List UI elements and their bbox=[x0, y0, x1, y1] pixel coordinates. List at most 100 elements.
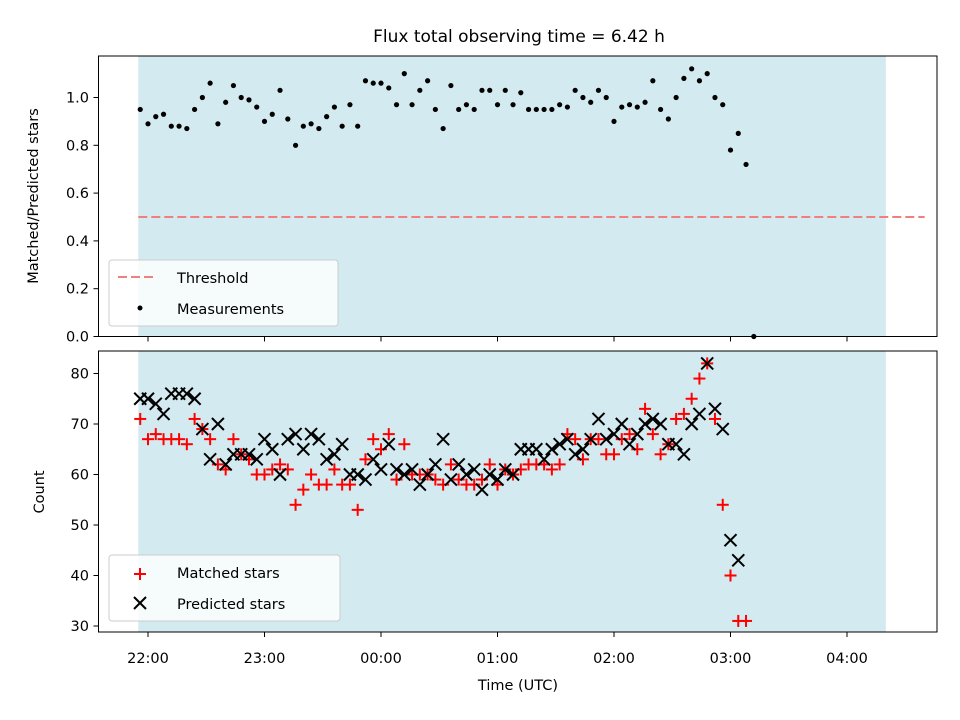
measurement-point bbox=[735, 130, 741, 136]
predicted-star-point bbox=[250, 452, 264, 467]
x-tick-label: 23:00 bbox=[244, 651, 286, 667]
measurement-point bbox=[448, 82, 454, 89]
measurement-point bbox=[192, 106, 198, 113]
measurement-points bbox=[137, 66, 757, 340]
bottom-x-axis: 22:00 23:00 00:00 01:00 02:00 03:00 04:00 bbox=[127, 632, 868, 667]
measurement-point bbox=[533, 106, 539, 113]
matched-star-point bbox=[608, 448, 620, 461]
predicted-star-point bbox=[428, 457, 443, 472]
measurement-point bbox=[681, 75, 687, 81]
legend-threshold-label: Threshold bbox=[176, 271, 248, 287]
y-tick-label: 50 bbox=[71, 518, 89, 534]
count-points bbox=[133, 356, 753, 627]
measurement-point bbox=[215, 121, 221, 127]
measurement-point bbox=[588, 99, 594, 105]
matched-star-point bbox=[351, 503, 364, 516]
matched-star-point bbox=[670, 412, 683, 425]
predicted-star-point bbox=[374, 462, 388, 477]
measurement-point bbox=[463, 102, 470, 108]
measurement-point bbox=[704, 71, 710, 77]
matched-star-point bbox=[693, 372, 706, 385]
matched-star-point bbox=[173, 433, 186, 446]
predicted-star-point bbox=[615, 417, 629, 431]
predicted-star-point bbox=[560, 432, 575, 446]
matched-star-point bbox=[328, 463, 341, 476]
predicted-star-point bbox=[420, 467, 435, 482]
predicted-star-point bbox=[459, 467, 474, 482]
measurement-point bbox=[743, 161, 749, 168]
matched-star-point bbox=[623, 428, 636, 441]
measurement-point bbox=[277, 87, 283, 93]
predicted-star-point bbox=[281, 432, 295, 446]
y-tick-label: 0.4 bbox=[66, 234, 89, 250]
predicted-star-point bbox=[296, 442, 311, 456]
predicted-star-point bbox=[692, 407, 707, 421]
predicted-star-point bbox=[211, 417, 225, 431]
predicted-star-point bbox=[700, 356, 714, 371]
matched-star-point bbox=[359, 453, 372, 466]
x-axis-label: Time (UTC) bbox=[477, 678, 558, 694]
measurement-point bbox=[300, 123, 306, 129]
measurement-point bbox=[153, 114, 159, 120]
measurement-point bbox=[510, 102, 516, 108]
measurement-point bbox=[339, 123, 345, 129]
x-tick-label: 03:00 bbox=[710, 651, 752, 667]
predicted-star-point bbox=[257, 432, 272, 446]
measurement-point bbox=[355, 123, 361, 129]
predicted-star-point bbox=[475, 482, 489, 497]
predicted-star-point bbox=[397, 467, 412, 482]
y-tick-label: 0.2 bbox=[66, 282, 89, 298]
measurement-point bbox=[331, 104, 337, 110]
measurement-point bbox=[689, 66, 695, 72]
measurement-point bbox=[603, 94, 609, 101]
measurement-point bbox=[378, 80, 384, 86]
legend-measurements-label: Measurements bbox=[177, 302, 284, 318]
legend-matched-label: Matched stars bbox=[177, 566, 280, 582]
measurement-point bbox=[471, 106, 477, 113]
measurement-point bbox=[619, 104, 625, 110]
bottom-plot-frame bbox=[98, 350, 938, 633]
predicted-star-point bbox=[591, 412, 606, 426]
measurement-point bbox=[712, 94, 718, 101]
measurement-point bbox=[557, 102, 563, 108]
measurement-point bbox=[665, 116, 671, 122]
measurement-point bbox=[595, 87, 602, 93]
y-tick-label: 40 bbox=[71, 569, 89, 585]
measurement-point bbox=[401, 71, 407, 77]
predicted-star-point bbox=[646, 412, 660, 426]
predicted-star-point bbox=[358, 472, 373, 487]
measurement-point bbox=[347, 102, 353, 108]
predicted-star-point bbox=[312, 432, 326, 446]
measurement-point bbox=[199, 94, 205, 101]
measurement-point bbox=[642, 99, 648, 105]
legend-measurements-swatch bbox=[137, 305, 143, 311]
bottom-legend: Matched stars Predicted stars bbox=[108, 554, 341, 622]
predicted-star-point bbox=[669, 437, 683, 451]
bottom-y-axis-label: Count bbox=[32, 470, 48, 513]
matched-star-point bbox=[188, 412, 201, 425]
x-tick-label: 04:00 bbox=[826, 651, 868, 667]
matched-star-point bbox=[382, 428, 395, 441]
predicted-star-point bbox=[382, 437, 396, 451]
predicted-star-point bbox=[444, 472, 458, 487]
measurement-point bbox=[308, 121, 314, 127]
measurement-point bbox=[261, 118, 268, 124]
top-legend-box bbox=[108, 259, 339, 327]
top-x-axis bbox=[147, 336, 848, 342]
measurement-point bbox=[362, 78, 369, 84]
predicted-star-point bbox=[203, 452, 217, 467]
matched-star-point bbox=[740, 614, 753, 627]
measurement-point bbox=[720, 102, 726, 108]
predicted-star-point bbox=[195, 422, 210, 436]
measurement-point bbox=[727, 147, 734, 153]
x-tick-label: 01:00 bbox=[477, 651, 519, 667]
y-tick-label: 1.0 bbox=[66, 91, 89, 107]
predicted-star-point bbox=[529, 442, 544, 456]
measurement-point bbox=[494, 102, 501, 108]
predicted-star-point bbox=[141, 392, 155, 406]
predicted-star-point bbox=[568, 447, 582, 462]
predicted-star-point bbox=[599, 432, 613, 446]
predicted-star-point bbox=[716, 422, 730, 436]
predicted-star-point bbox=[335, 437, 349, 451]
matched-star-point bbox=[149, 428, 162, 441]
